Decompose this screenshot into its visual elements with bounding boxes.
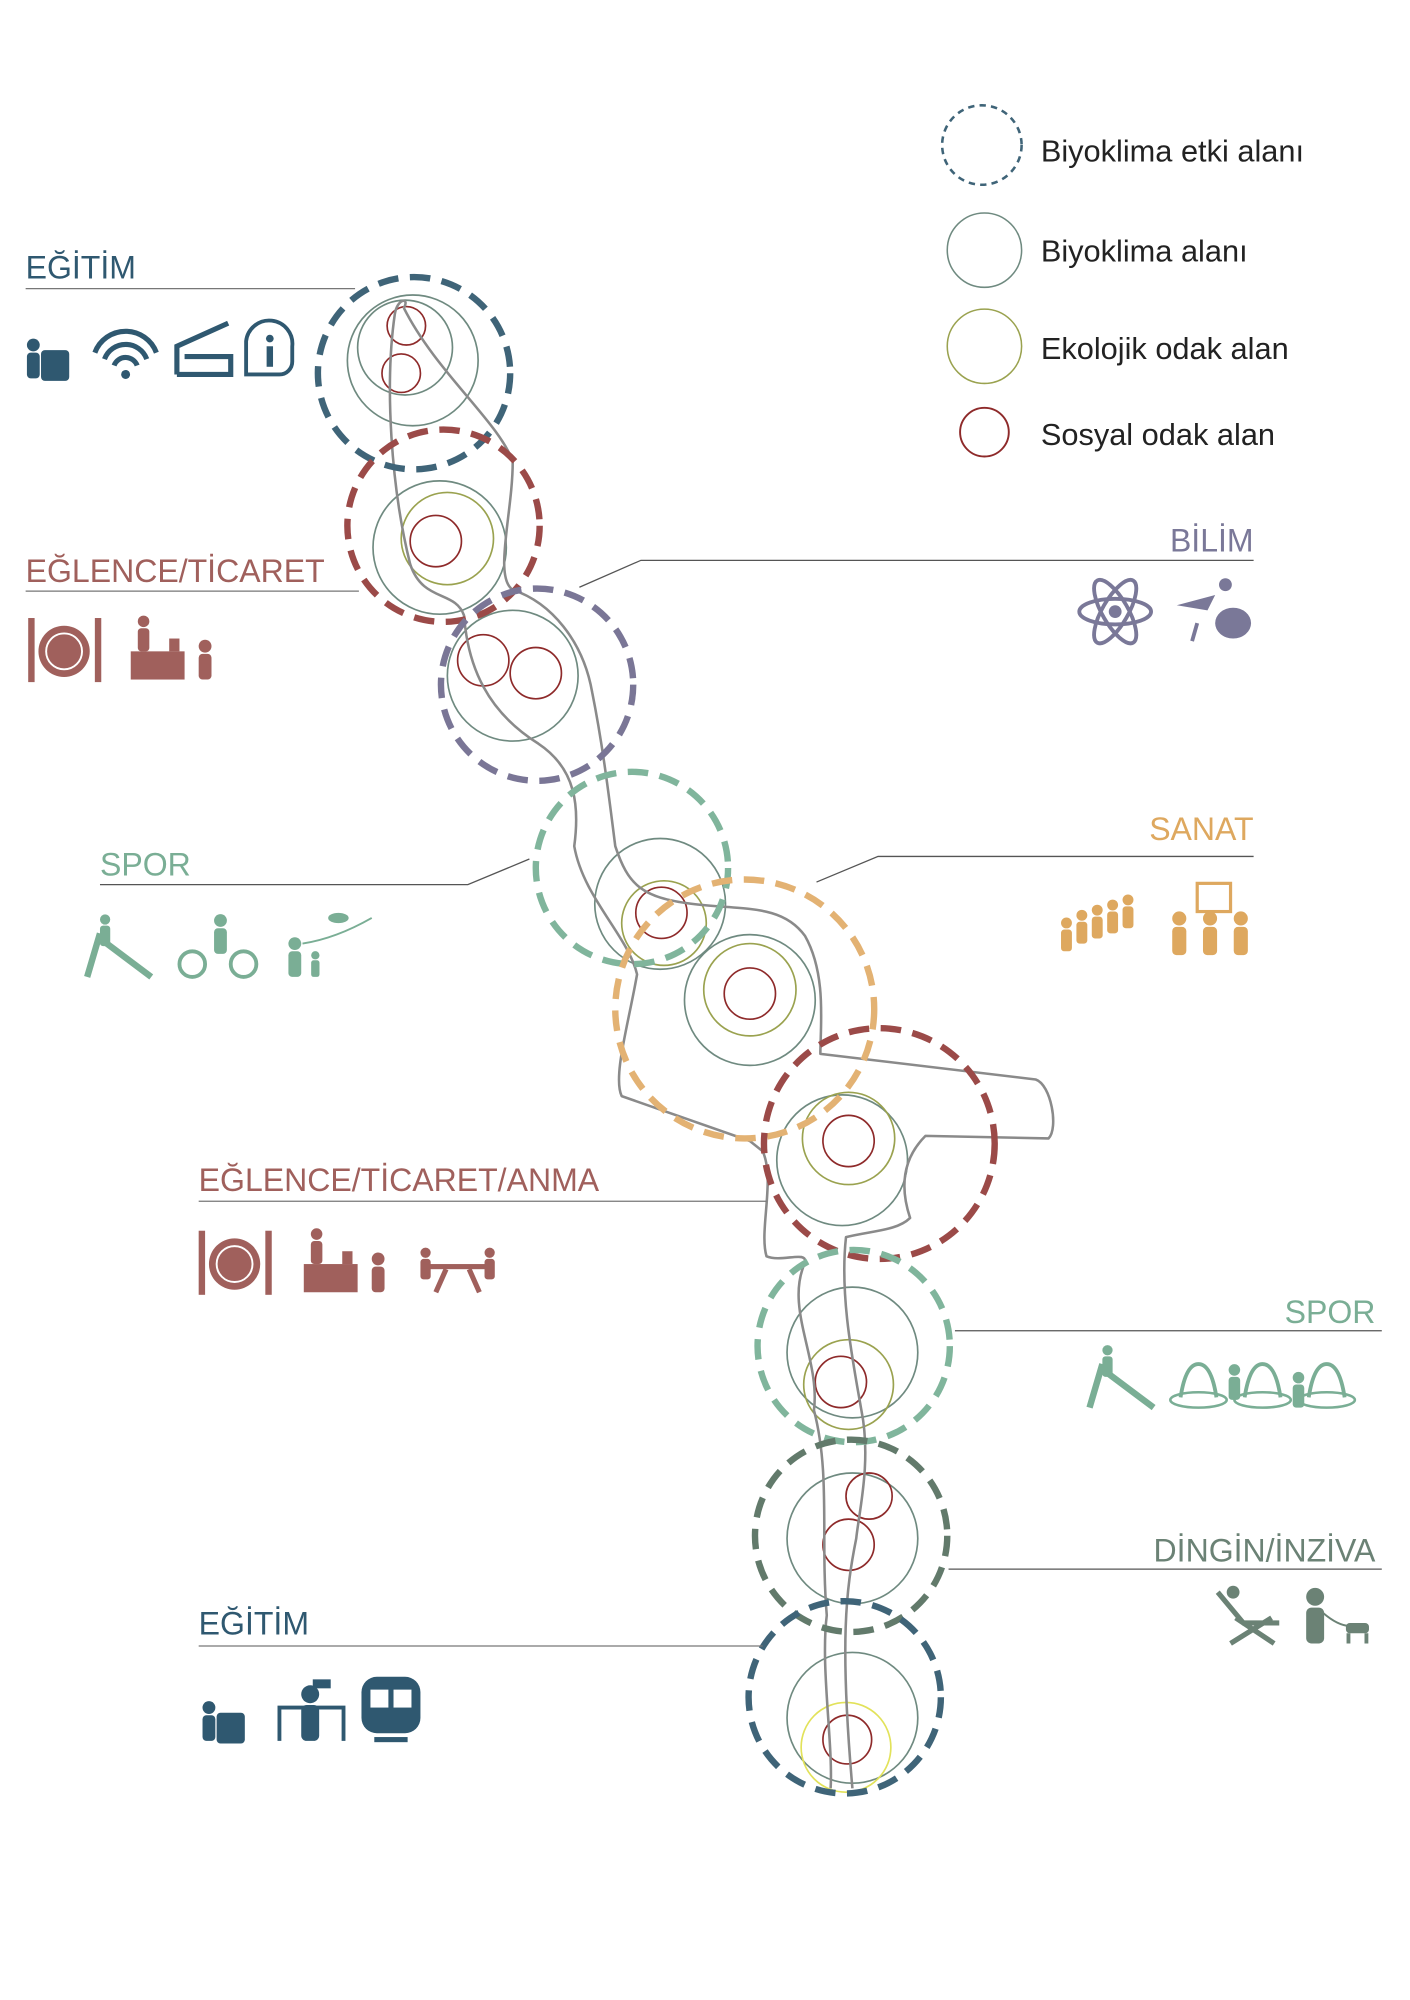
- bioclimate-circle: [356, 299, 454, 396]
- impact-circle: [532, 768, 732, 968]
- ecologic-circle: [801, 1091, 896, 1186]
- leader-line: [579, 559, 1254, 588]
- zone-spor-top: SPOR: [99, 847, 530, 886]
- social-circle: [456, 633, 510, 687]
- social-circle: [386, 305, 427, 346]
- leader-line: [99, 858, 530, 886]
- impact-circle: [760, 1024, 998, 1263]
- zone-bilim: BİLİM: [579, 522, 1254, 588]
- lounger-icon: [1215, 1585, 1280, 1646]
- bioclimate-circle: [786, 1286, 919, 1419]
- dog-walker-icon: [1306, 1587, 1369, 1644]
- social-circle: [822, 1518, 876, 1572]
- person-at-laptop-icon: [26, 338, 70, 381]
- social-circle: [509, 646, 563, 700]
- social-circle: [723, 967, 777, 1021]
- legend-label: Biyoklima alanı: [1041, 234, 1248, 269]
- plate-cutlery-icon: [198, 1230, 272, 1295]
- zone-egitim-bottom: EĞİTİM: [198, 1606, 763, 1647]
- inner-circles: [346, 294, 919, 1793]
- crowd-icon: [1061, 894, 1134, 952]
- zone-sanat: SANAT: [816, 811, 1254, 883]
- bioclimate-circle: [446, 609, 579, 742]
- zone-label: EĞLENCE/TİCARET: [26, 553, 325, 589]
- social-circle: [634, 886, 688, 940]
- slide-icon: [1086, 1345, 1156, 1411]
- ecologic-circle: [802, 1338, 895, 1431]
- info-icon: [244, 318, 295, 377]
- impact-circle: [437, 585, 637, 785]
- kite-icon: [288, 912, 373, 977]
- fountain-play-icon: [1169, 1362, 1357, 1409]
- ecologic-circle: [702, 942, 797, 1037]
- plate-cutlery-icon: [28, 618, 102, 683]
- bicycle-icon: [177, 914, 259, 979]
- impact-circle: [745, 1597, 945, 1797]
- train-icon: [361, 1676, 421, 1743]
- zone-spor-bottom: SPOR: [954, 1294, 1382, 1332]
- person-at-laptop-icon: [202, 1701, 245, 1744]
- impact-circle: [314, 273, 514, 473]
- animals-icon: [1176, 578, 1252, 642]
- social-circle: [845, 1472, 893, 1520]
- bioclimate-circle: [346, 294, 479, 427]
- ecologic-circle: [620, 879, 708, 967]
- legend-label: Sosyal odak alan: [1041, 417, 1275, 452]
- social-circle: [409, 514, 463, 568]
- legend-dashed-circle: [940, 104, 1023, 187]
- route-path: [388, 299, 1055, 1789]
- zone-label: SANAT: [1149, 811, 1253, 847]
- ecologic-circle: [400, 491, 495, 586]
- activity-icons: [26, 318, 1369, 1744]
- bioclimate-circle: [593, 837, 727, 971]
- picnic-icon: [420, 1247, 495, 1294]
- zone-label: DİNGİN/İNZİVA: [1154, 1532, 1376, 1568]
- zone-label: EĞLENCE/TİCARET/ANMA: [199, 1162, 600, 1198]
- zone-label: SPOR: [100, 847, 191, 883]
- bioclimate-circle: [786, 1472, 919, 1605]
- atom-icon: [1077, 577, 1153, 646]
- legend: Biyoklima etki alanı Biyoklima alanı Eko…: [940, 104, 1304, 458]
- legend-bioclimate-circle: [946, 212, 1023, 289]
- impact-circle: [754, 1246, 954, 1446]
- slide-icon: [84, 914, 154, 980]
- bioclimate-circle: [775, 1094, 909, 1227]
- exhibition-icon: [1172, 881, 1248, 956]
- zone-eglence-ticaret-anma: EĞLENCE/TİCARET/ANMA: [198, 1162, 767, 1202]
- zone-label: EĞİTİM: [26, 249, 136, 285]
- bioclimate-circle: [683, 933, 817, 1067]
- zone-dingin-inziva: DİNGİN/İNZİVA: [948, 1532, 1382, 1570]
- bioclimate-circle: [372, 480, 508, 616]
- cashier-icon: [303, 1228, 385, 1293]
- hostel-bed-icon: [174, 320, 234, 378]
- impact-circle: [344, 426, 543, 626]
- zone-label: BİLİM: [1170, 522, 1254, 558]
- zone-egitim-top: EĞİTİM: [25, 249, 356, 290]
- zone-eglence-ticaret: EĞLENCE/TİCARET: [25, 553, 359, 592]
- impact-circle: [612, 876, 878, 1142]
- legend-label: Biyoklima etki alanı: [1041, 134, 1304, 169]
- social-circle: [381, 353, 422, 394]
- wifi-icon: [92, 328, 159, 379]
- social-circle: [822, 1114, 876, 1168]
- bioclimate-impact-circles: [314, 273, 998, 1797]
- legend-label: Ekolojik odak alan: [1041, 331, 1289, 366]
- legend-social-circle: [959, 406, 1010, 458]
- zone-label: SPOR: [1285, 1294, 1376, 1330]
- legend-ecologic-circle: [946, 308, 1023, 385]
- binoculars-icon: [277, 1679, 346, 1741]
- social-circle: [814, 1355, 868, 1409]
- cashier-icon: [130, 615, 212, 680]
- impact-circle: [751, 1436, 951, 1636]
- leader-line: [816, 855, 1254, 883]
- zone-label: EĞİTİM: [199, 1606, 309, 1642]
